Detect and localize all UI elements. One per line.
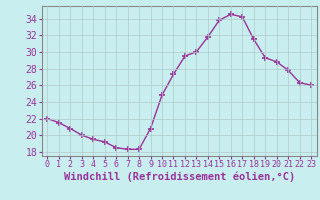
X-axis label: Windchill (Refroidissement éolien,°C): Windchill (Refroidissement éolien,°C) xyxy=(64,172,295,182)
